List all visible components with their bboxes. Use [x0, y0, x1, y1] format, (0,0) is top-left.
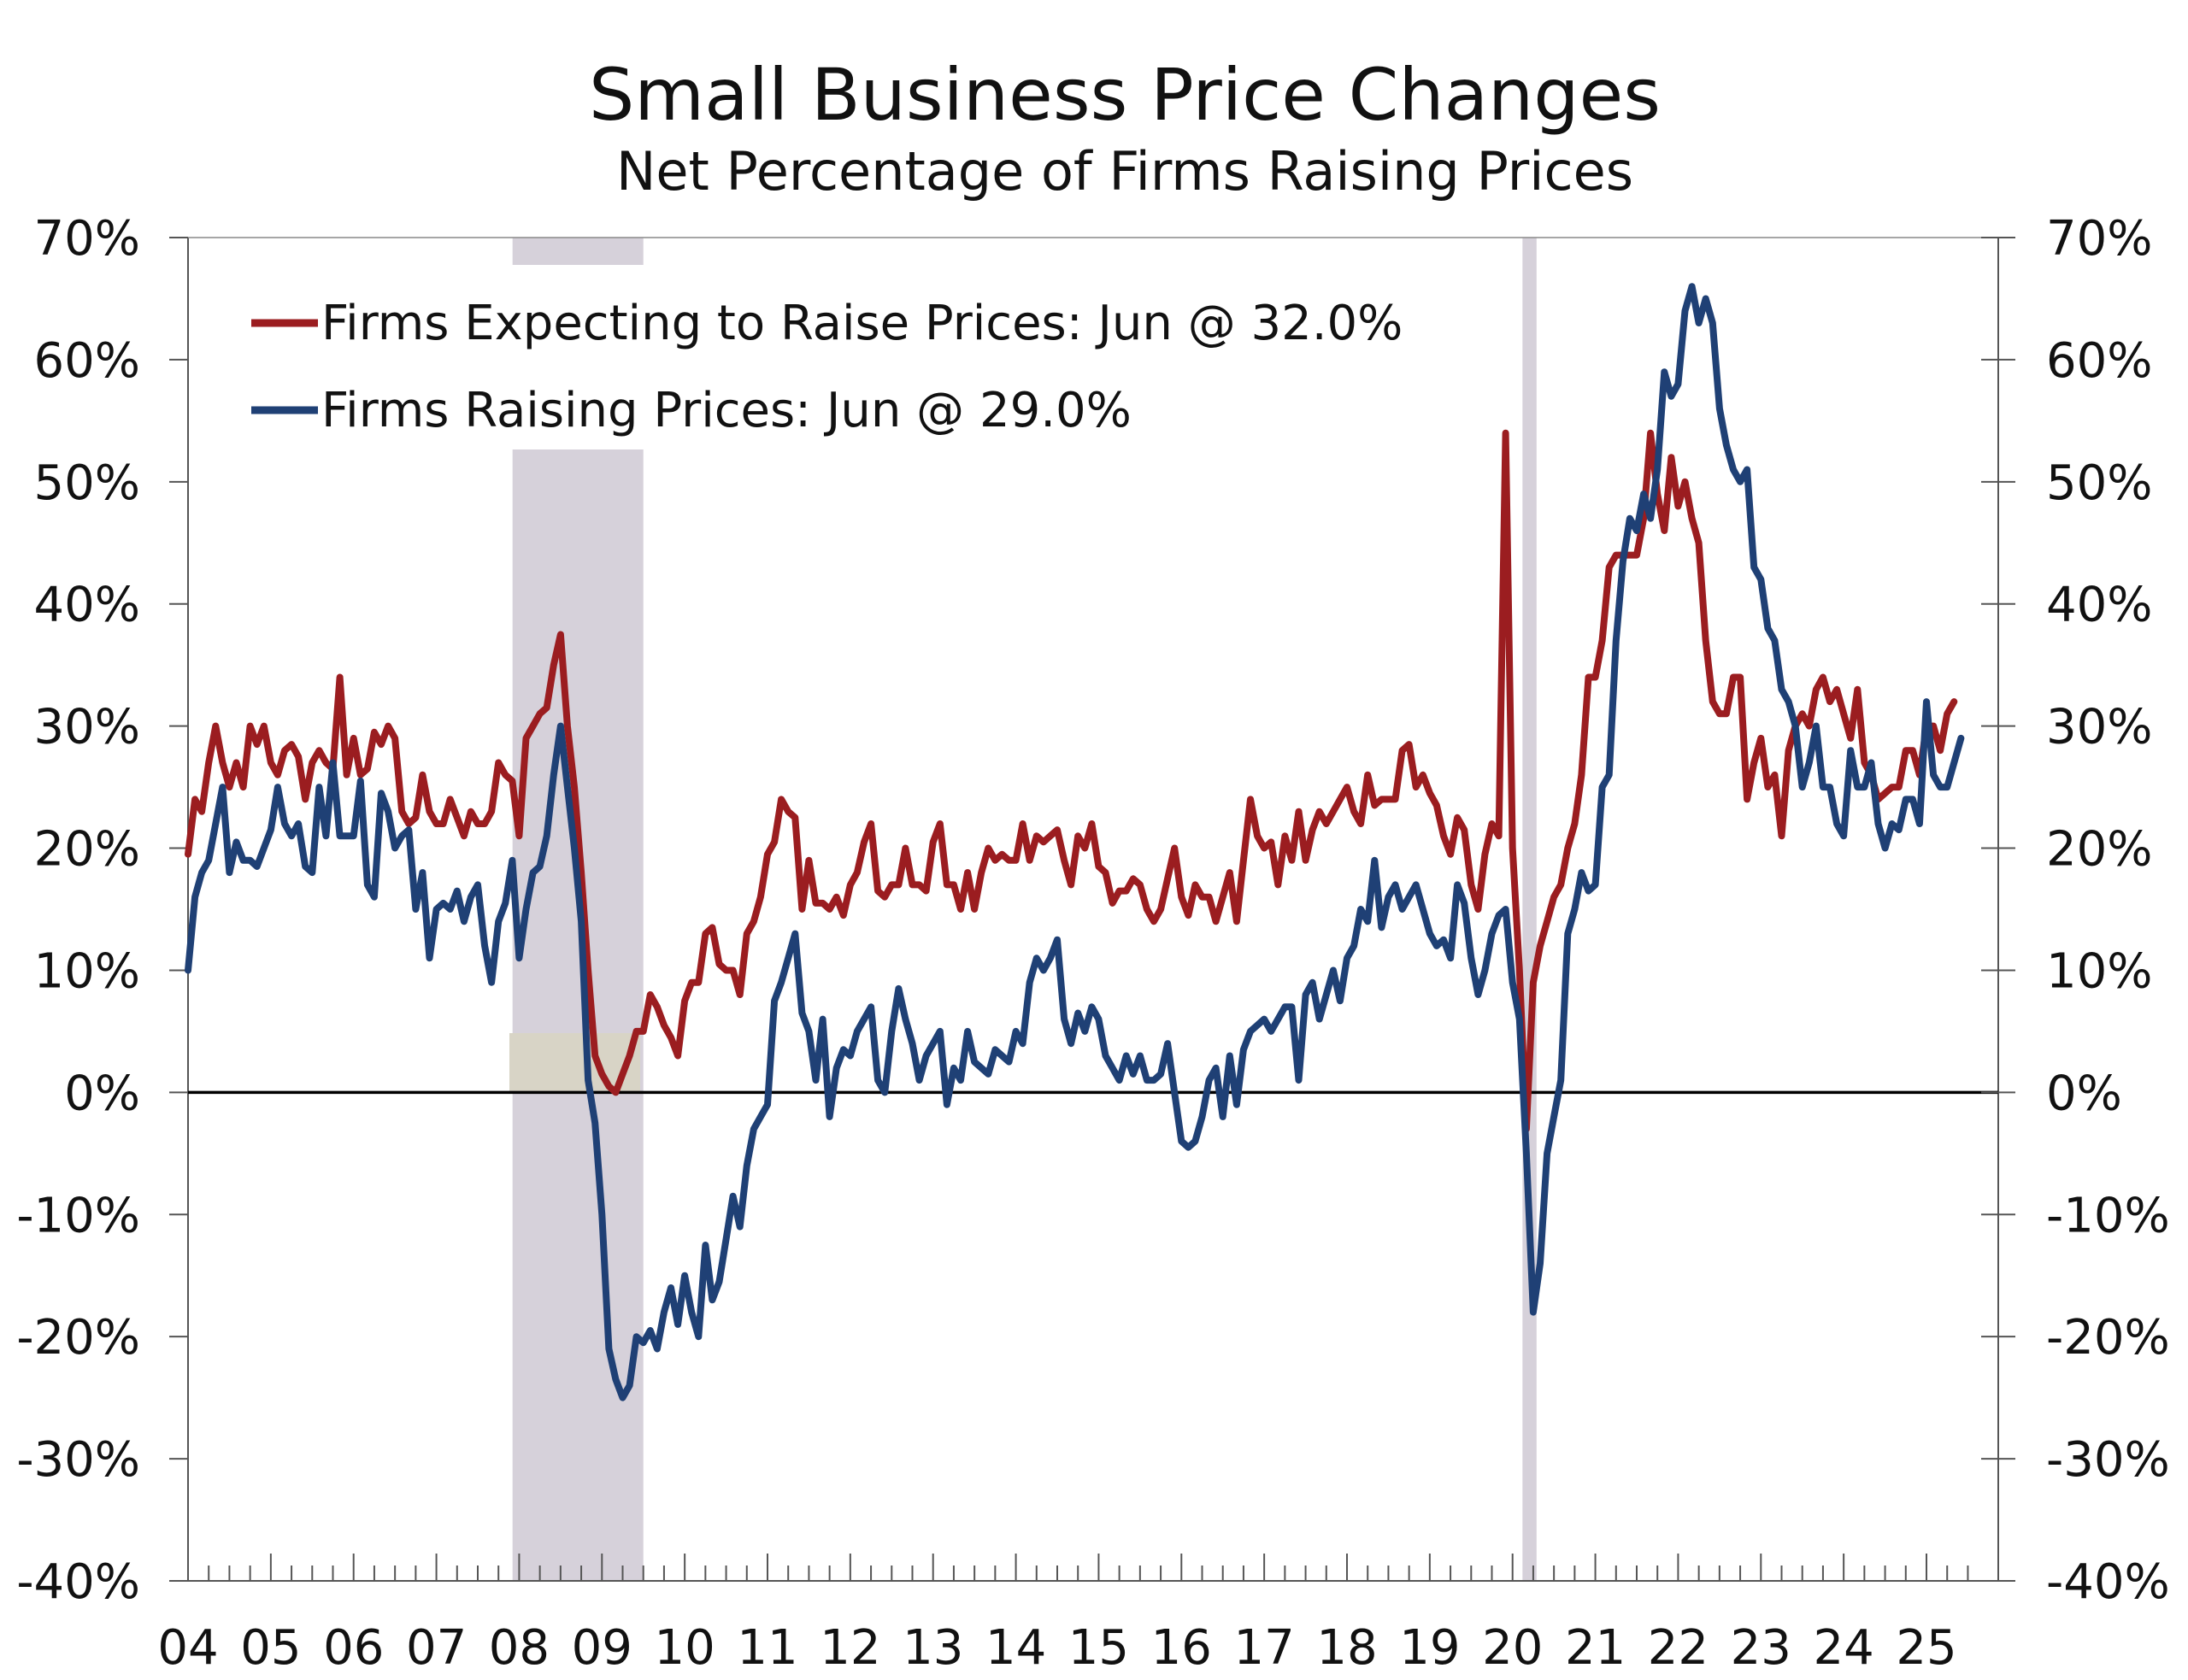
x-tick-label: 15 — [1068, 1620, 1129, 1676]
x-tick-label: 05 — [240, 1620, 301, 1676]
x-tick-label: 21 — [1565, 1620, 1626, 1676]
y-tick-label-left: 0% — [64, 1066, 140, 1121]
y-tick-label-right: -30% — [2046, 1432, 2170, 1488]
series-line-raising-prices — [185, 283, 1965, 1401]
x-tick-label: 20 — [1482, 1620, 1543, 1676]
y-tick-label-left: 60% — [34, 333, 140, 389]
chart-title: Small Business Price Changes — [589, 53, 1661, 137]
y-tick-label-left: 30% — [34, 700, 140, 755]
x-tick-label: 07 — [406, 1620, 467, 1676]
y-axis-left-labels: 70% 60% 50% 40% 30% 20% 10% 0% -10% -20% -30% -40% — [16, 211, 140, 1610]
y-tick-label-left: -20% — [16, 1310, 140, 1366]
x-tick-label: 04 — [157, 1620, 218, 1676]
y-tick-label-left: 40% — [34, 578, 140, 633]
x-tick-label: 19 — [1399, 1620, 1460, 1676]
recession-band — [1522, 238, 1537, 1581]
y-tick-label-right: 50% — [2046, 455, 2152, 511]
y-tick-label-right: 40% — [2046, 578, 2152, 633]
x-tick-label: 16 — [1151, 1620, 1212, 1676]
x-tick-label: 09 — [572, 1620, 632, 1676]
y-tick-label-right: -20% — [2046, 1310, 2170, 1366]
axes — [169, 237, 2015, 1582]
x-tick-label: 08 — [489, 1620, 550, 1676]
x-tick-label: 14 — [985, 1620, 1046, 1676]
x-tick-label: 12 — [820, 1620, 880, 1676]
x-tick-label: 11 — [737, 1620, 797, 1676]
legend-label-expecting: Firms Expecting to Raise Prices: Jun @ 3… — [321, 296, 1403, 351]
legend-label-raising: Firms Raising Prices: Jun @ 29.0% — [321, 383, 1132, 438]
x-tick-label: 18 — [1316, 1620, 1377, 1676]
y-tick-label-right: 70% — [2046, 211, 2152, 267]
chart-subtitle: Net Percentage of Firms Raising Prices — [616, 140, 1633, 203]
y-tick-label-right: 60% — [2046, 333, 2152, 389]
x-tick-label: 23 — [1731, 1620, 1791, 1676]
x-tick-label: 17 — [1234, 1620, 1295, 1676]
y-tick-label-right: -10% — [2046, 1188, 2170, 1243]
legend-box — [234, 265, 1479, 449]
x-tick-label: 10 — [655, 1620, 715, 1676]
y-tick-label-right: 20% — [2046, 822, 2152, 878]
series-line-expecting-to-raise — [185, 429, 1958, 1133]
x-tick-label: 24 — [1814, 1620, 1874, 1676]
y-tick-label-left: -40% — [16, 1554, 140, 1610]
y-tick-label-left: 70% — [34, 211, 140, 267]
x-axis-labels: 04 05 06 07 08 09 10 11 12 13 14 15 16 17 18 19 20 21 22 23… — [157, 1620, 1956, 1676]
legend: Firms Expecting to Raise Prices: Jun @ 3… — [234, 265, 1479, 449]
y-tick-label-right: 0% — [2046, 1066, 2122, 1121]
y-tick-label-left: 50% — [34, 455, 140, 511]
y-tick-label-right: 10% — [2046, 943, 2152, 999]
y-tick-label-left: -10% — [16, 1188, 140, 1243]
x-tick-label: 06 — [323, 1620, 384, 1676]
x-tick-label: 22 — [1648, 1620, 1709, 1676]
y-tick-label-right: -40% — [2046, 1554, 2170, 1610]
series-lines — [185, 283, 1965, 1401]
x-tick-label: 13 — [903, 1620, 963, 1676]
y-tick-label-left: 20% — [34, 822, 140, 878]
y-tick-label-left: -30% — [16, 1432, 140, 1488]
y-tick-label-right: 30% — [2046, 700, 2152, 755]
x-tick-label: 25 — [1896, 1620, 1956, 1676]
y-axis-right-labels: 70% 60% 50% 40% 30% 20% 10% 0% -10% -20% -30% -40% — [2046, 211, 2170, 1610]
y-tick-label-left: 10% — [34, 943, 140, 999]
